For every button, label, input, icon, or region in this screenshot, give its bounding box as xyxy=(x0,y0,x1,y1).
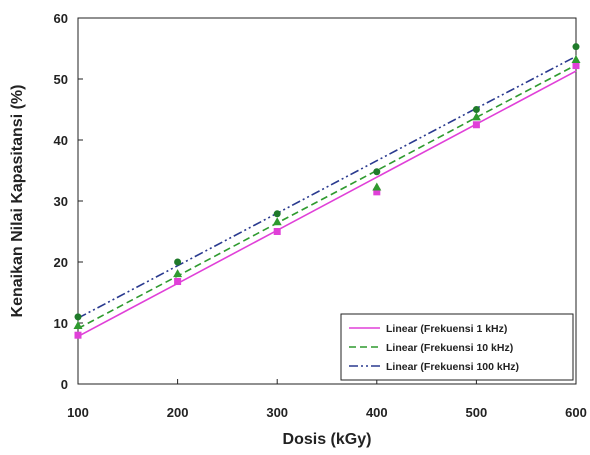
marker-square xyxy=(572,62,580,70)
marker-circle xyxy=(74,313,82,321)
marker-triangle xyxy=(372,182,382,191)
y-tick-label: 0 xyxy=(61,377,68,392)
legend-label-1: Linear (Frekuensi 1 kHz) xyxy=(386,323,507,335)
data-markers xyxy=(73,43,581,339)
x-tick-label: 200 xyxy=(167,405,189,420)
y-tick-label: 30 xyxy=(54,194,68,209)
marker-square xyxy=(373,188,381,196)
x-tick-label: 400 xyxy=(366,405,388,420)
y-tick-label: 40 xyxy=(54,133,68,148)
marker-triangle xyxy=(173,269,183,278)
x-tick-label: 500 xyxy=(466,405,488,420)
trend-line-2 xyxy=(77,64,577,330)
y-tick-label: 50 xyxy=(54,72,68,87)
marker-triangle xyxy=(73,320,83,329)
marker-circle xyxy=(273,210,281,218)
marker-triangle xyxy=(272,217,282,226)
trend-line-3 xyxy=(77,55,577,319)
legend-box xyxy=(340,313,574,381)
trend-line-1 xyxy=(77,70,577,338)
y-tick-label: 20 xyxy=(54,255,68,270)
x-tick-label: 600 xyxy=(565,405,587,420)
y-axis-title: Kenaikan Nilai Kapasitansi (%) xyxy=(9,85,26,318)
marker-circle xyxy=(174,258,182,266)
trend-lines xyxy=(77,55,577,338)
marker-circle xyxy=(472,106,480,113)
y-tick-label: 10 xyxy=(54,316,68,331)
legend-label-2: Linear (Frekuensi 10 kHz) xyxy=(386,342,513,354)
marker-triangle xyxy=(471,112,481,121)
x-axis: 100 200 300 400 500 600 xyxy=(67,379,587,420)
marker-square xyxy=(472,121,480,129)
marker-triangle xyxy=(571,54,581,63)
marker-circle xyxy=(373,168,381,176)
legend-label-3: Linear (Frekuensi 100 kHz) xyxy=(386,361,519,373)
x-tick-label: 100 xyxy=(67,405,89,420)
legend: Linear (Frekuensi 1 kHz) Linear (Frekuens… xyxy=(340,313,574,381)
marker-circle xyxy=(572,43,580,51)
x-tick-label: 300 xyxy=(266,405,288,420)
y-tick-label: 60 xyxy=(54,11,68,26)
marker-square xyxy=(174,278,182,286)
y-axis: 0 10 20 30 40 50 60 xyxy=(54,11,83,392)
marker-square xyxy=(273,228,281,235)
x-axis-title: Dosis (kGy) xyxy=(283,431,372,448)
marker-square xyxy=(74,331,82,339)
